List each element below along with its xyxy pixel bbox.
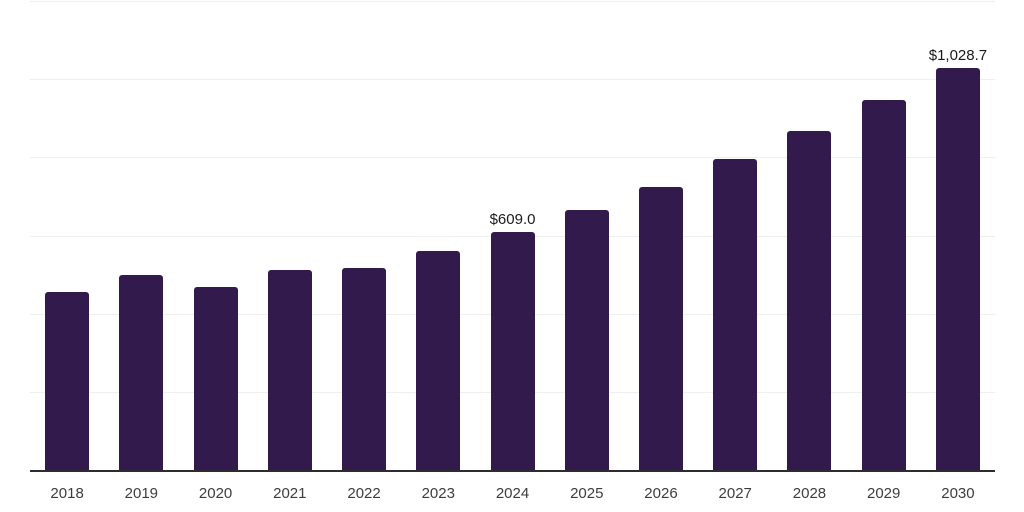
bar-2020 [193, 287, 238, 470]
bar-2028 [787, 131, 832, 470]
x-axis-tick-label-2025: 2025 [570, 485, 604, 502]
x-axis-tick-label-2019: 2019 [124, 485, 159, 502]
bar-value-label: $1,028.7 [928, 46, 988, 64]
bar-cell-2018 [30, 1, 104, 470]
bar-2026 [638, 187, 683, 470]
bar-cell-2025 [550, 1, 624, 470]
x-axis-tick-label-2026: 2026 [644, 485, 678, 502]
bar-cell-2021 [253, 1, 327, 470]
bar-cell-2030: $1,028.7 [921, 1, 995, 470]
bar-cell-2019 [104, 1, 178, 470]
bar-cell-2026 [624, 1, 698, 470]
bar-cell-2023 [401, 1, 475, 470]
gridline-1200 [30, 1, 995, 2]
bar-cell-2027 [698, 1, 772, 470]
x-axis-tick-label-2029: 2029 [867, 485, 901, 502]
x-axis-labels: 2018 2019 2020 2021 2022 2023 2024 2025 … [30, 485, 995, 502]
bar-2021 [267, 270, 312, 470]
x-axis-tick-label-2018: 2018 [50, 485, 84, 502]
bar-2025 [564, 209, 609, 470]
bar-cell-2020 [178, 1, 252, 470]
bar-cell-2024: $609.0 [475, 1, 549, 470]
x-axis-tick-label-2027: 2027 [718, 485, 752, 502]
bar-series: $609.0 $1,028.7 [30, 1, 995, 470]
bar-2019 [119, 274, 164, 470]
bar-2018 [45, 292, 90, 470]
gridline-800 [30, 157, 995, 159]
x-axis-tick-label-2022: 2022 [347, 485, 381, 502]
bar-value-label: $609.0 [489, 210, 536, 228]
bar-cell-2029 [847, 1, 921, 470]
plot-area: $609.0 $1,028.7 [30, 1, 995, 470]
x-axis-tick-label-2028: 2028 [792, 485, 827, 502]
bar-2023 [416, 250, 461, 470]
x-axis-tick-label-2020: 2020 [198, 485, 233, 502]
bar-cell-2028 [772, 1, 846, 470]
bar-2030 [935, 67, 980, 470]
x-axis-tick-label-2024: 2024 [495, 485, 530, 502]
gridline-1000 [30, 79, 995, 81]
x-axis-tick-label-2023: 2023 [421, 485, 455, 502]
x-axis-tick-label-2021: 2021 [273, 485, 307, 502]
x-axis-line [30, 470, 995, 472]
bar-2022 [342, 267, 387, 470]
bar-2024 [490, 231, 535, 470]
bar-2027 [713, 158, 758, 470]
x-axis-tick-label-2030: 2030 [941, 485, 975, 502]
bar-2029 [861, 100, 906, 470]
bar-cell-2022 [327, 1, 401, 470]
